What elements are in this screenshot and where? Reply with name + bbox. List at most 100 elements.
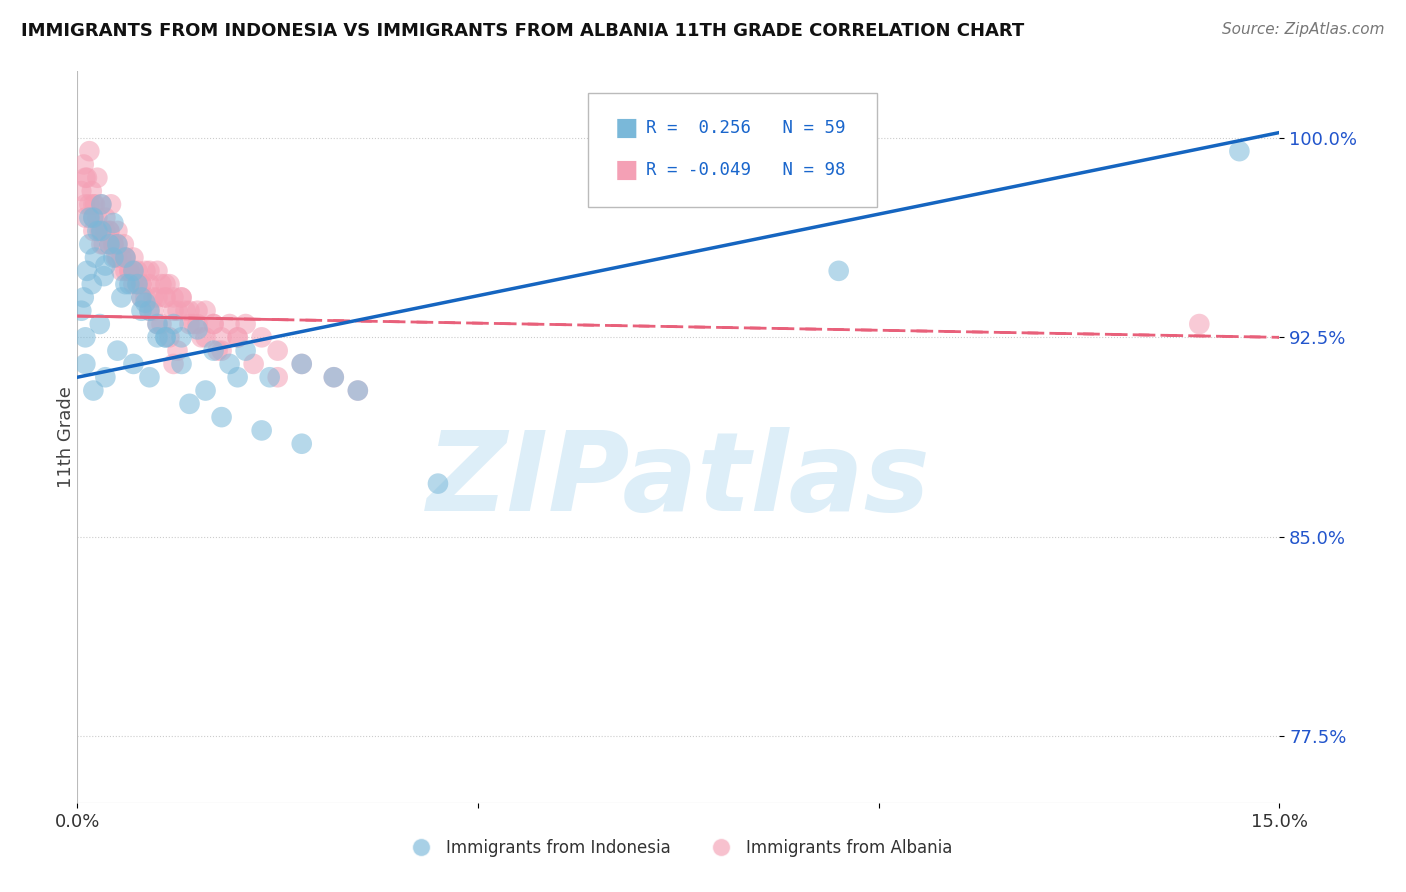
Point [291, 436, 314, 450]
Point [131, 290, 153, 304]
Point [103, 237, 125, 252]
Point [267, 343, 290, 358]
Point [127, 277, 149, 292]
Point [162, 303, 184, 318]
Point [114, 264, 136, 278]
Point [89, 224, 111, 238]
Point [828, 264, 851, 278]
Point [346, 384, 368, 398]
Point [90, 197, 112, 211]
Point [138, 277, 160, 292]
Point [194, 384, 217, 398]
Point [179, 317, 201, 331]
Point [103, 216, 125, 230]
Point [170, 290, 193, 304]
Point [114, 251, 136, 265]
Point [107, 224, 129, 238]
Point [86, 224, 108, 238]
Point [179, 303, 201, 318]
Text: ■: ■ [614, 158, 638, 182]
Point [79, 211, 101, 225]
Point [90, 224, 112, 238]
Point [86, 170, 108, 185]
Point [194, 330, 217, 344]
Point [186, 317, 209, 331]
Point [211, 343, 233, 358]
Point [110, 264, 132, 278]
Point [155, 277, 177, 292]
Point [146, 290, 169, 304]
Point [162, 317, 184, 331]
Point [170, 330, 193, 344]
Point [110, 251, 132, 265]
Point [146, 330, 169, 344]
Point [155, 290, 177, 304]
Text: ■: ■ [614, 116, 638, 140]
Point [122, 357, 145, 371]
Point [142, 290, 165, 304]
Point [211, 330, 233, 344]
Point [75, 170, 97, 185]
Point [174, 303, 197, 318]
Point [90, 224, 112, 238]
Point [226, 330, 249, 344]
Point [118, 277, 141, 292]
Point [166, 303, 188, 318]
Point [70, 184, 93, 198]
Point [93, 237, 115, 252]
Y-axis label: 11th Grade: 11th Grade [58, 386, 75, 488]
Point [114, 277, 136, 292]
Point [82, 211, 104, 225]
Point [70, 303, 93, 318]
Point [122, 264, 145, 278]
Point [82, 384, 104, 398]
Point [146, 264, 169, 278]
Point [75, 357, 97, 371]
Text: R = -0.049   N = 98: R = -0.049 N = 98 [645, 161, 845, 179]
Point [138, 264, 160, 278]
Point [155, 290, 177, 304]
Point [150, 317, 173, 331]
Point [194, 303, 217, 318]
Point [107, 251, 129, 265]
Point [291, 357, 314, 371]
Point [122, 264, 145, 278]
Point [218, 317, 240, 331]
Point [226, 370, 249, 384]
Point [80, 277, 103, 292]
Point [146, 317, 169, 331]
Point [86, 211, 108, 225]
Text: R =  0.256   N = 59: R = 0.256 N = 59 [645, 119, 845, 136]
Point [131, 277, 153, 292]
Point [84, 251, 107, 265]
Point [235, 343, 257, 358]
Point [202, 317, 225, 331]
Point [98, 224, 121, 238]
Point [131, 290, 153, 304]
Point [122, 251, 145, 265]
Point [94, 259, 117, 273]
Point [162, 290, 184, 304]
Point [103, 251, 125, 265]
Point [250, 424, 273, 438]
Point [134, 290, 156, 304]
Point [114, 251, 136, 265]
Point [202, 343, 225, 358]
Point [207, 343, 229, 358]
Point [84, 197, 107, 211]
Point [79, 237, 101, 252]
Point [114, 251, 136, 265]
Point [82, 197, 104, 211]
Point [1229, 144, 1251, 158]
Point [186, 322, 209, 336]
Point [427, 476, 450, 491]
Point [322, 370, 344, 384]
Point [162, 357, 184, 371]
Point [190, 330, 212, 344]
Point [104, 251, 127, 265]
Point [159, 277, 181, 292]
Point [73, 290, 96, 304]
Point [155, 330, 177, 344]
Point [155, 330, 177, 344]
Point [159, 330, 181, 344]
